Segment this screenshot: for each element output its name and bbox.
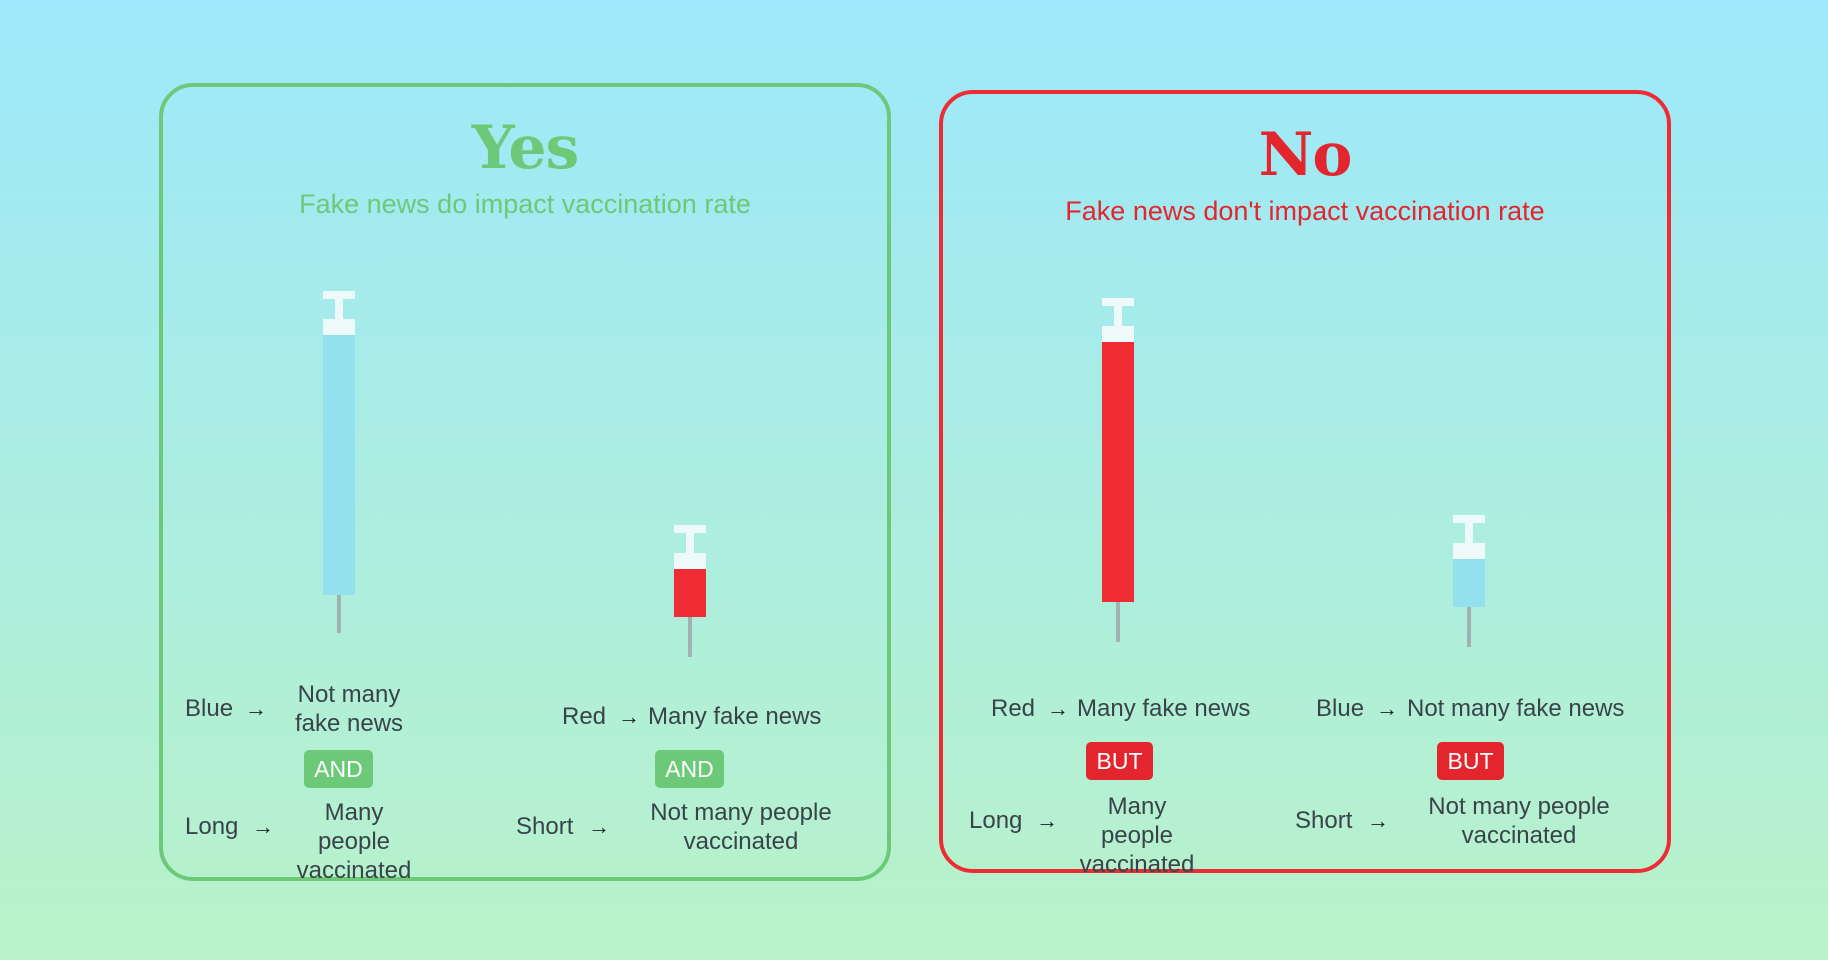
arrow-right-icon: → <box>618 704 640 729</box>
length-meaning: Many people vaccinated <box>1079 793 1195 878</box>
arrow-right-icon: → <box>1376 696 1398 721</box>
panel-no-subtitle: Fake news don't impact vaccination rate <box>1065 196 1545 226</box>
connector-badge: AND <box>655 750 724 788</box>
length-label-short: Short <box>1295 807 1353 834</box>
connector-badge: AND <box>304 750 373 788</box>
arrow-right-icon: → <box>588 814 610 839</box>
color-label-blue: Blue <box>1316 695 1365 722</box>
syringe-icon <box>323 291 355 649</box>
length-meaning: Many people vaccinated <box>296 799 412 884</box>
length-label-long: Long <box>969 807 1023 834</box>
color-label-red: Red <box>562 703 607 730</box>
color-label-blue: Blue <box>185 695 234 722</box>
color-meaning: Many fake news <box>1077 695 1251 722</box>
length-label-long: Long <box>185 813 239 840</box>
panel-no: No Fake news don't impact vaccination ra… <box>939 90 1671 878</box>
color-meaning: Not many fake news <box>1407 695 1625 722</box>
length-meaning: Not many people vaccinated <box>1428 793 1610 849</box>
panel-yes: Yes Fake news do impact vaccination rate… <box>159 83 891 884</box>
panel-yes-title: Yes <box>471 113 580 183</box>
syringe-icon <box>674 525 706 665</box>
arrow-right-icon: → <box>252 814 274 839</box>
panel-no-title: No <box>1258 120 1353 190</box>
connector-badge: BUT <box>1086 742 1153 780</box>
color-label-red: Red <box>991 695 1036 722</box>
arrow-right-icon: → <box>1036 808 1058 833</box>
length-label-short: Short <box>516 813 574 840</box>
length-meaning: Not many people vaccinated <box>650 799 832 855</box>
syringe-icon <box>1453 515 1485 655</box>
arrow-right-icon: → <box>1047 696 1069 721</box>
panel-yes-subtitle: Fake news do impact vaccination rate <box>299 189 751 219</box>
connector-badge: BUT <box>1437 742 1504 780</box>
arrow-right-icon: → <box>245 696 267 721</box>
color-meaning: Many fake news <box>648 703 822 730</box>
arrow-right-icon: → <box>1367 808 1389 833</box>
syringe-icon <box>1102 298 1134 656</box>
color-meaning: Not many fake news <box>294 681 404 737</box>
